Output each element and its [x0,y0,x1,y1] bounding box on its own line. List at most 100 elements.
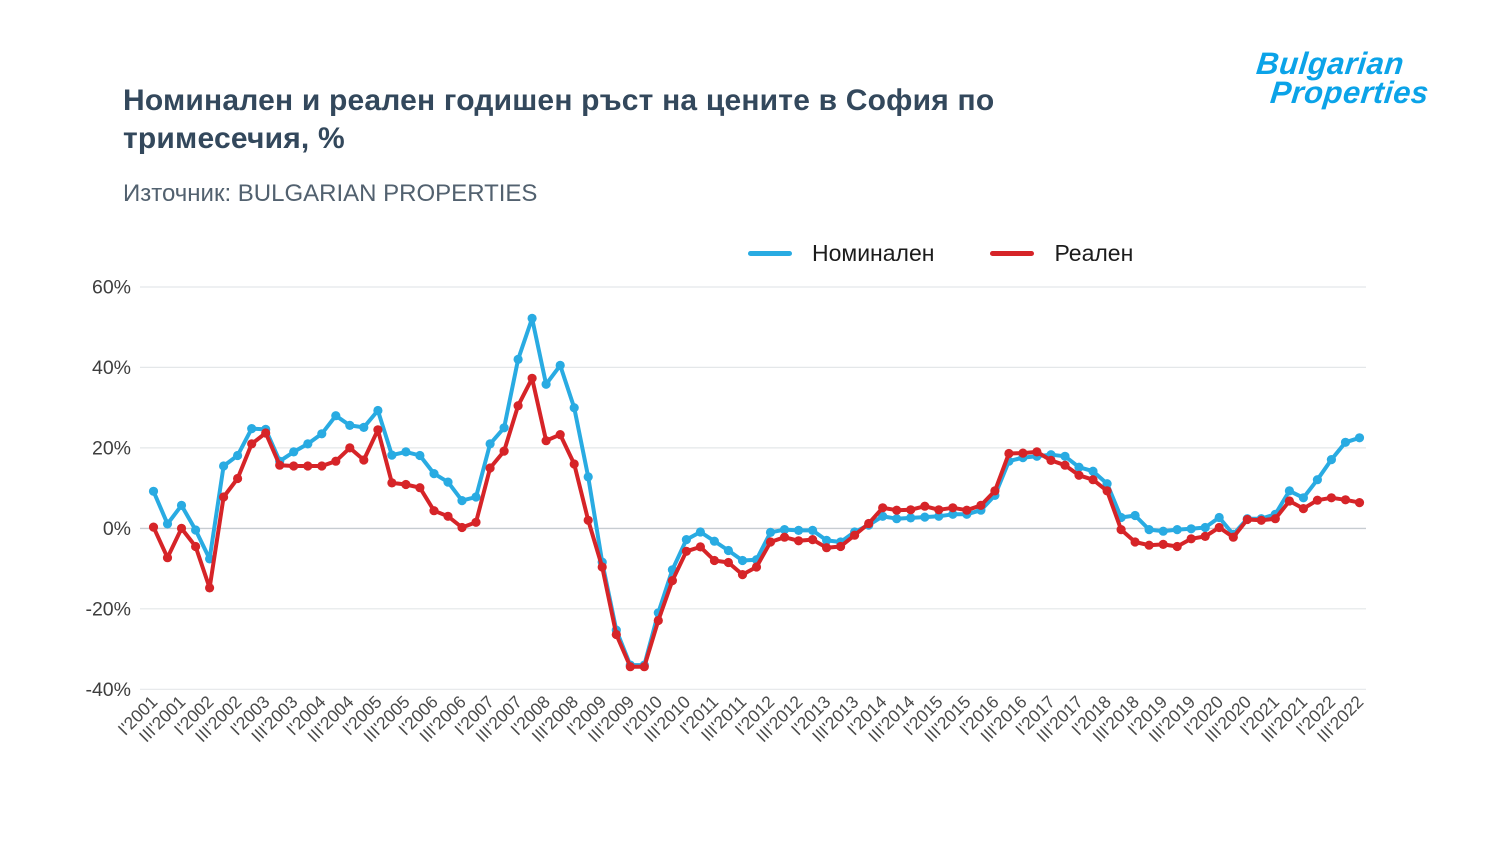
nominal-data-point [429,469,439,479]
nominal-data-point [1186,524,1196,534]
real-data-point [219,492,229,502]
nominal-data-point [1312,475,1322,485]
nominal-data-point [822,535,832,546]
nominal-data-point [794,525,804,536]
nominal-data-point [527,313,537,323]
real-data-point [794,536,804,546]
nominal-data-point [1214,512,1224,523]
nominal-data-point [541,379,551,389]
real-data-point [275,460,285,470]
real-data-point [583,515,593,525]
nominal-data-point [920,512,930,522]
real-data-point [555,430,565,440]
nominal-data-point [289,447,299,457]
nominal-data-point [1326,455,1336,465]
logo-line2: Properties [1268,74,1431,110]
nominal-data-point [723,545,734,556]
source-subtitle: Източник: BULGARIAN PROPERTIES [123,180,538,208]
real-data-point [541,436,551,446]
nominal-data-point [892,514,902,524]
nominal-data-point [681,535,692,545]
nominal-data-point [765,527,776,538]
real-data-point [1214,522,1224,533]
nominal-data-point [345,420,355,430]
real-data-point [1144,540,1154,550]
nominal-data-point [808,525,818,536]
y-tick-label: -20% [85,598,131,620]
real-data-point [934,505,944,515]
y-tick-label: 20% [92,437,131,459]
real-data-point [667,576,678,586]
nominal-data-point [906,513,916,523]
nominal-data-point [176,500,187,510]
y-tick-label: 40% [92,357,131,379]
real-data-point [695,542,706,552]
nominal-data-point [443,477,453,487]
real-data-point [401,479,411,490]
real-data-point [317,461,327,471]
nominal-data-point [247,424,257,434]
real-data-point [1102,486,1112,496]
real-data-point [162,553,173,563]
real-data-point [737,570,748,580]
real-line-path [151,376,1362,669]
nominal-data-point [1130,510,1140,521]
nominal-data-point [499,423,509,433]
real-data-point [1004,448,1014,459]
nominal-data-point [737,555,748,566]
title-block: Номинален и реален годишен ръст на ценит… [123,82,1113,208]
nominal-data-point [1088,466,1098,476]
real-data-point [1074,470,1084,480]
real-data-point [1200,531,1210,542]
nominal-data-point [513,354,523,364]
real-data-point [373,425,383,435]
y-tick-label: 0% [103,518,131,540]
real-data-point [233,473,243,484]
real-data-point [513,401,523,411]
real-data-point [527,373,537,383]
nominal-data-point [457,496,467,506]
nominal-data-point [583,472,593,482]
real-data-point [499,446,509,456]
real-data-point [822,543,832,553]
nominal-data-point [1284,486,1294,496]
nominal-data-point [948,509,958,519]
real-data-point [681,546,692,556]
real-data-point [878,503,888,513]
real-data-point [331,456,341,466]
nominal-data-point [1102,479,1112,489]
y-tick-label: 60% [92,277,131,299]
real-data-point [892,505,902,515]
nominal-data-point [471,492,481,502]
real-data-point [205,583,215,593]
real-data-point [261,428,271,438]
real-data-point [429,506,439,516]
nominal-data-point [303,439,313,449]
real-data-point [611,629,621,640]
real-data-point [1298,504,1308,514]
real-data-point [1158,539,1168,550]
real-data-point [345,443,355,453]
nominal-data-point [359,422,369,432]
real-data-point [387,478,397,488]
real-data-point [850,530,860,540]
real-data-point [443,511,453,521]
nominal-data-point [709,536,720,546]
real-data-point [1270,514,1280,524]
real-data-point [191,541,201,552]
nominal-data-point [1340,437,1351,447]
real-data-point [289,461,299,471]
nominal-data-point [1298,493,1308,503]
bulgarian-properties-logo: Bulgarian Properties [1252,46,1433,110]
nominal-data-point [1144,525,1154,535]
real-data-point [723,557,734,568]
nominal-data-point [555,360,565,370]
nominal-line-swatch [748,250,792,256]
real-data-point [471,517,481,527]
real-data-point [639,662,649,672]
real-data-point [751,562,762,572]
real-data-point [1326,493,1336,503]
page-title: Номинален и реален годишен ръст на ценит… [123,84,995,156]
real-data-point [1256,515,1266,525]
legend-item-nominal: Номинален [748,240,934,267]
